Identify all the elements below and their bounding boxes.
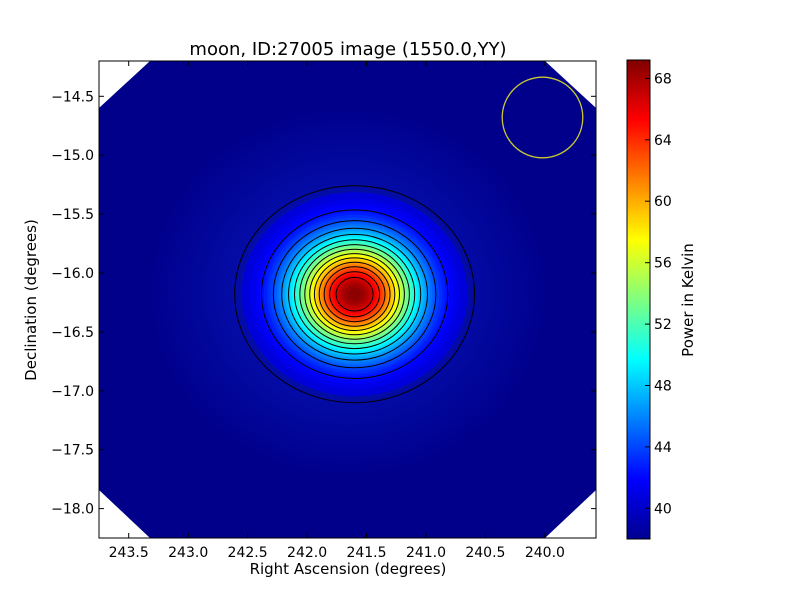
- y-tick-label: −16.0: [51, 266, 94, 282]
- colorbar-tick-label: 40: [654, 501, 672, 517]
- x-tick-label: 240.5: [465, 545, 505, 561]
- y-axis: −14.5 −15.0 −15.5 −16.0 −16.5 −17.0 −17.5 −18.0: [51, 89, 596, 518]
- y-axis-label: Declination (degrees): [22, 219, 40, 381]
- corner-mask-bottom-left: [99, 490, 150, 538]
- plot-area: [99, 61, 596, 538]
- y-tick-label: −14.5: [51, 89, 94, 105]
- plot-frame: [98, 60, 597, 539]
- corner-mask-top-left: [99, 61, 150, 108]
- colorbar-tick-label: 60: [654, 194, 672, 210]
- contour-line: [335, 276, 374, 312]
- corner-mask-top-right: [545, 61, 596, 108]
- colorbar-tick-label: 64: [654, 133, 672, 149]
- y-tick-label: −15.5: [51, 207, 94, 223]
- colorbar-tick-label: 48: [654, 379, 672, 395]
- corner-mask-bottom-right: [545, 490, 596, 538]
- colorbar: 40 44 48 52 56 60 64 68 Power in Kelvin: [626, 59, 697, 540]
- contour-line: [234, 185, 476, 404]
- colorbar-label: Power in Kelvin: [679, 243, 697, 357]
- colorbar-gradient: [627, 60, 650, 539]
- contour-line: [288, 233, 422, 355]
- contour-line: [323, 266, 386, 323]
- contour-line: [294, 239, 416, 350]
- contour-line: [313, 257, 396, 332]
- x-tick-label: 243.0: [168, 545, 208, 561]
- contour-line: [304, 248, 405, 340]
- contour-line: [299, 244, 410, 345]
- contour-line: [281, 227, 429, 361]
- y-tick-label: −18.0: [51, 502, 94, 518]
- x-axis-label: Right Ascension (degrees): [250, 560, 447, 578]
- x-tick-label: 240.0: [525, 545, 565, 561]
- y-tick-label: −15.0: [51, 148, 94, 164]
- colorbar-frame: [626, 59, 651, 540]
- contour-lines: [234, 185, 476, 404]
- colorbar-tick-label: 52: [654, 317, 672, 333]
- contour-line: [309, 253, 401, 336]
- x-tick-label: 242.0: [287, 545, 327, 561]
- heatmap-band: [347, 287, 362, 301]
- y-tick-label: −17.5: [51, 443, 94, 459]
- x-tick-label: 243.5: [109, 545, 149, 561]
- contour-line: [260, 209, 449, 380]
- colorbar-ticks: 40 44 48 52 56 60 64 68: [645, 71, 672, 517]
- contour-line: [318, 261, 391, 327]
- x-axis: 243.5 243.0 242.5 242.0 241.5 241.0 240.5 240.0: [109, 61, 565, 561]
- colorbar-tick-label: 44: [654, 440, 672, 456]
- x-tick-label: 242.5: [228, 545, 268, 561]
- chart-title: moon, ID:27005 image (1550.0,YY): [189, 39, 506, 60]
- colorbar-tick-label: 68: [654, 71, 672, 87]
- heatmap-layer: [241, 192, 468, 397]
- contour-line: [329, 271, 381, 318]
- contour-line: [272, 220, 437, 369]
- x-tick-label: 241.0: [406, 545, 446, 561]
- y-tick-label: −17.0: [51, 384, 94, 400]
- y-tick-label: −16.5: [51, 325, 94, 341]
- beam-circle: [501, 76, 584, 159]
- x-tick-label: 241.5: [346, 545, 386, 561]
- colorbar-tick-label: 56: [654, 256, 672, 272]
- corner-masks: [99, 61, 596, 538]
